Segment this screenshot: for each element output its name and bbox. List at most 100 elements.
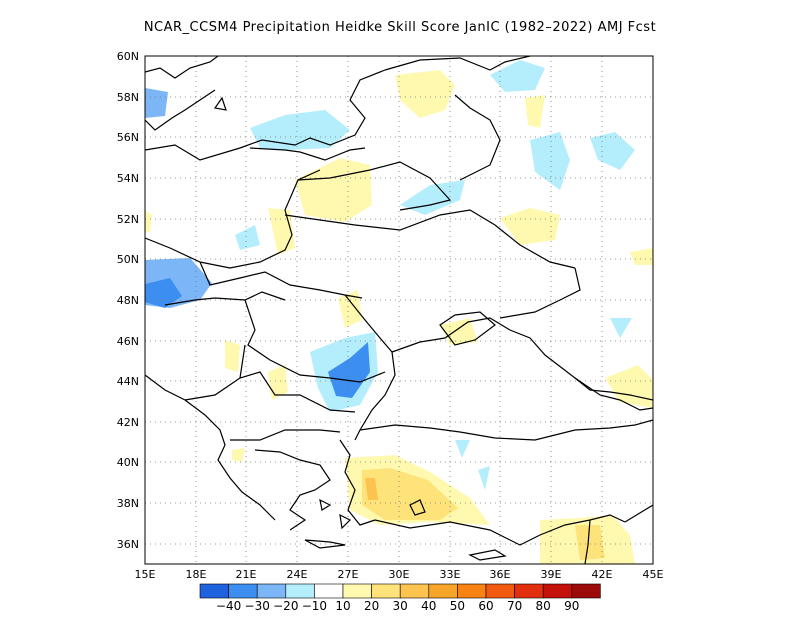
colorbar-swatch — [457, 583, 487, 599]
skill-patches — [145, 60, 653, 564]
balkans-coast — [145, 374, 276, 521]
colorbar-label: −30 — [245, 599, 270, 613]
russia-border — [454, 94, 501, 181]
greece-coast — [254, 449, 331, 531]
colorbar-label: 30 — [393, 599, 408, 613]
black-sea-south — [359, 419, 653, 441]
gotland — [213, 96, 227, 111]
colorbar-swatch — [199, 583, 229, 599]
map-title: NCAR_CCSM4 Precipitation Heidke Skill Sc… — [143, 20, 657, 35]
turkey-south — [374, 514, 626, 546]
lat-tick: 44N — [117, 375, 139, 388]
lon-tick: 27E — [338, 568, 359, 581]
lat-tick: 36N — [117, 538, 139, 551]
patch-pos-west-52n — [145, 210, 152, 232]
coastlines-borders — [145, 56, 653, 564]
colorbar-swatch — [514, 583, 544, 599]
patch-pos-east-50n — [630, 248, 653, 265]
colorbar-swatch — [571, 583, 601, 599]
colorbar-label: −10 — [302, 599, 327, 613]
lithuania-border — [249, 147, 366, 161]
lat-tick: 42N — [117, 416, 139, 429]
colorbar-swatch — [485, 583, 515, 599]
lon-tick: 15E — [135, 568, 156, 581]
patch-pos-north-1 — [395, 70, 455, 118]
patch-neg-ukraine-east — [610, 318, 632, 338]
lon-tick: 18E — [186, 568, 207, 581]
colorbar-label: 20 — [364, 599, 379, 613]
colorbar-label: 50 — [450, 599, 465, 613]
colorbar-swatch — [342, 583, 372, 599]
lon-tick: 45E — [643, 568, 664, 581]
colorbar-label: 10 — [335, 599, 350, 613]
moldova — [344, 294, 393, 353]
patch-pos-turkey-mid — [362, 468, 458, 520]
lon-tick: 39E — [541, 568, 562, 581]
ukraine-east — [499, 267, 581, 319]
lon-tick: 42E — [592, 568, 613, 581]
colorbar-swatch — [228, 583, 258, 599]
colorbar-swatch — [285, 583, 315, 599]
black-sea-north — [391, 317, 653, 411]
patch-pos-russia — [500, 208, 560, 245]
lon-tick: 24E — [287, 568, 308, 581]
colorbar-label: 90 — [564, 599, 579, 613]
black-sea-west — [354, 351, 396, 441]
crimea — [439, 311, 496, 346]
lat-tick: 60N — [117, 50, 139, 63]
lake-tuz — [409, 499, 426, 516]
lon-tick: 21E — [236, 568, 257, 581]
patch-neg-belarus — [400, 180, 465, 215]
carpathians — [199, 261, 363, 299]
hungary-romania — [244, 299, 386, 383]
colorbar-label: 70 — [507, 599, 522, 613]
colorbar-swatch — [542, 583, 573, 599]
patch-neg-baltic — [250, 110, 350, 150]
colorbar: −40 −30 −20 −10 10 20 30 40 50 60 70 80 90 — [199, 583, 601, 613]
colorbar-swatch — [314, 583, 344, 599]
ukraine-north — [284, 209, 576, 269]
lat-tick: 50N — [117, 253, 139, 266]
lat-axis: 36N 38N 40N 42N 44N 46N 48N 50N 52N 54N … — [117, 50, 139, 551]
colorbar-swatch — [256, 583, 287, 599]
lon-tick: 30E — [389, 568, 410, 581]
lon-axis: 15E 18E 21E 24E 27E 30E 33E 36E 39E 42E … — [135, 568, 664, 581]
patch-neg-russia-1 — [530, 132, 570, 190]
patch-neg-hungary-inner — [145, 278, 182, 308]
patch-pos-moldova — [338, 290, 362, 328]
patch-pos-serbia — [225, 340, 240, 372]
colorbar-label: 40 — [421, 599, 436, 613]
colorbar-label: −40 — [216, 599, 241, 613]
patch-neg-romania-inner — [328, 342, 370, 398]
patch-pos-north-2 — [525, 95, 545, 128]
caucasus — [574, 377, 653, 401]
map-area — [145, 56, 653, 564]
lat-tick: 52N — [117, 213, 139, 226]
slovakia-hungary — [164, 291, 286, 306]
patch-pos-greece — [232, 448, 245, 462]
patch-pos-turkey-core — [365, 478, 378, 500]
aegean-islands — [304, 498, 352, 549]
lat-tick: 58N — [117, 91, 139, 104]
patch-neg-turkey-2 — [478, 466, 490, 490]
belarus-border — [297, 161, 452, 211]
lat-tick: 46N — [117, 335, 139, 348]
colorbar-label: 80 — [536, 599, 551, 613]
levant-border — [584, 504, 653, 564]
patch-neg-north — [490, 60, 545, 92]
colorbar-label: −20 — [273, 599, 298, 613]
lon-tick: 36E — [490, 568, 511, 581]
cyprus — [468, 549, 507, 561]
colorbar-swatch — [428, 583, 458, 599]
lon-tick: 33E — [440, 568, 461, 581]
lat-tick: 48N — [117, 294, 139, 307]
gulf-finland — [384, 56, 531, 71]
patch-neg-russia-2 — [590, 132, 635, 170]
lat-tick: 54N — [117, 172, 139, 185]
patch-neg-turkey — [455, 440, 470, 458]
patch-neg-poland — [235, 225, 260, 250]
map-frame — [144, 55, 654, 565]
balkan-borders — [184, 344, 356, 441]
colorbar-swatch — [399, 583, 430, 599]
